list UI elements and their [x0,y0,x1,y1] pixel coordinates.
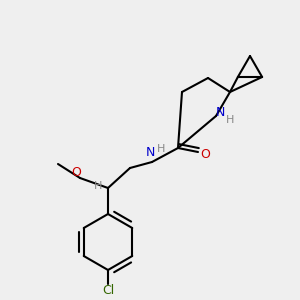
Text: O: O [200,148,210,160]
Text: Cl: Cl [102,284,114,298]
Text: N: N [145,146,155,160]
Text: H: H [157,144,165,154]
Text: H: H [226,115,234,125]
Text: N: N [215,106,225,118]
Text: H: H [94,181,102,191]
Text: O: O [71,166,81,178]
